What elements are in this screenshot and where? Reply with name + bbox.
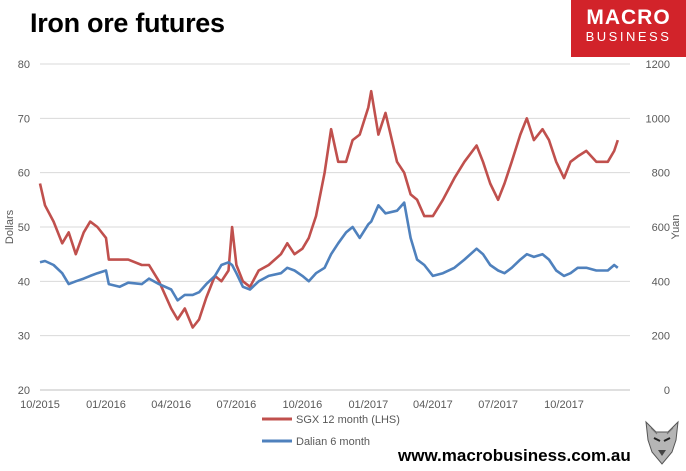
footer-url[interactable]: www.macrobusiness.com.au (398, 446, 631, 465)
logo-line-2: BUSINESS (585, 29, 672, 44)
logo-line-1: MACRO (586, 6, 671, 29)
x-tick-label: 01/2017 (348, 399, 388, 411)
x-tick-label: 01/2016 (86, 399, 126, 411)
series-line-dalian (39, 201, 619, 302)
y-tick-right: 800 (652, 168, 670, 180)
x-tick-label: 10/2015 (20, 399, 60, 411)
x-tick-label: 10/2017 (544, 399, 584, 411)
y-tick-left: 50 (18, 222, 30, 234)
y-tick-right: 200 (652, 331, 670, 343)
x-tick-label: 07/2016 (217, 399, 257, 411)
y-tick-left: 40 (18, 276, 30, 288)
wolf-head-icon (642, 418, 682, 466)
y-axis-title-left: Dollars (4, 209, 16, 244)
y-tick-left: 60 (18, 168, 30, 180)
macrobusiness-logo[interactable]: MACRO BUSINESS (571, 0, 686, 57)
y-tick-right: 1200 (646, 59, 670, 71)
legend-label: Dalian 6 month (296, 436, 370, 448)
y-tick-left: 30 (18, 331, 30, 343)
x-tick-label: 04/2016 (151, 399, 191, 411)
x-tick-label: 04/2017 (413, 399, 453, 411)
y-tick-left: 70 (18, 113, 30, 125)
y-tick-right: 400 (652, 276, 670, 288)
legend-label: SGX 12 month (LHS) (296, 414, 400, 426)
y-tick-right: 1000 (646, 113, 670, 125)
y-axis-title-right: Yuan (670, 214, 682, 239)
x-tick-label: 07/2017 (478, 399, 518, 411)
y-tick-right: 0 (664, 385, 670, 397)
y-tick-left: 20 (18, 385, 30, 397)
y-tick-right: 600 (652, 222, 670, 234)
chart-title: Iron ore futures (30, 8, 225, 38)
series-line-sgx (38, 89, 620, 329)
y-tick-left: 80 (18, 59, 30, 71)
x-tick-label: 10/2016 (282, 399, 322, 411)
